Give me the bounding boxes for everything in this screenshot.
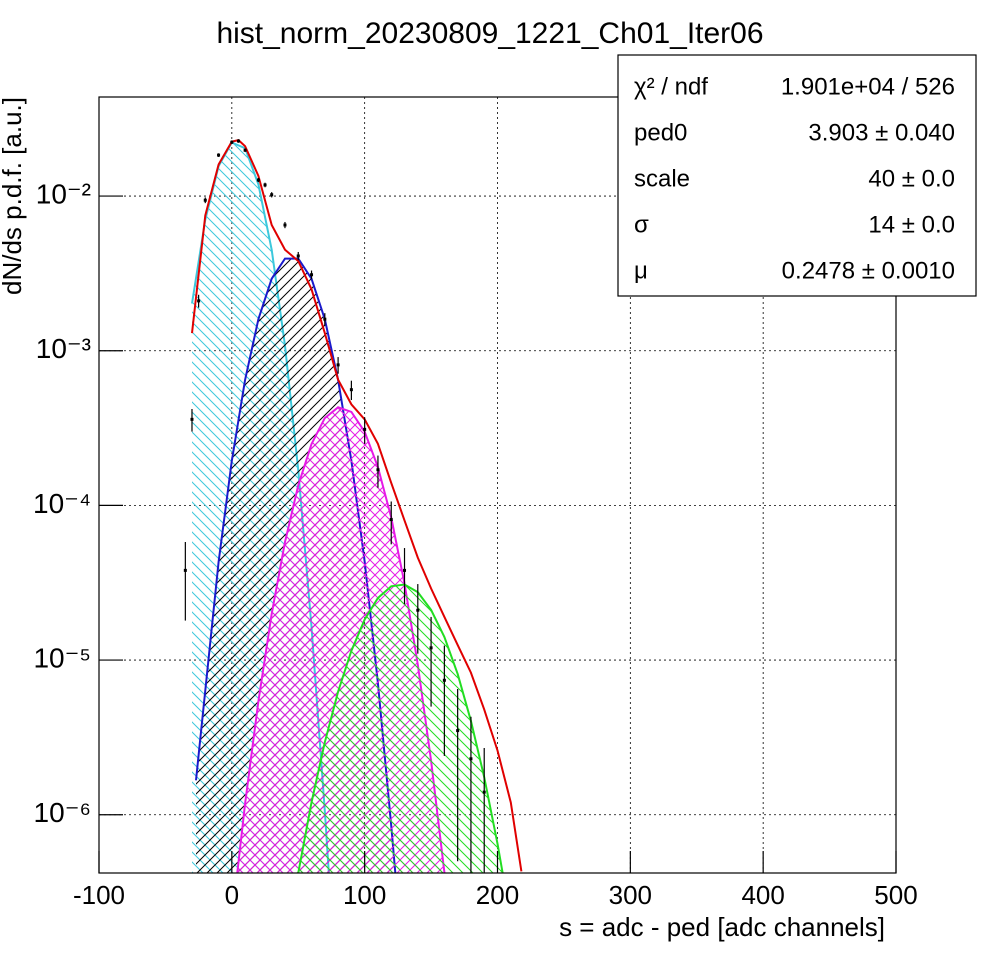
- data-point: [442, 678, 446, 682]
- stats-label: ped0: [634, 119, 687, 146]
- stats-value: 1.901e+04 / 526: [781, 73, 955, 100]
- chart-title: hist_norm_20230809_1221_Ch01_Iter06: [216, 17, 763, 50]
- data-point: [230, 140, 234, 144]
- data-point: [283, 223, 287, 227]
- stats-label: μ: [634, 257, 648, 284]
- data-point: [336, 363, 340, 367]
- total-fit-line: [191, 139, 523, 872]
- data-point: [349, 388, 353, 392]
- y-tick-label: 10⁻⁴: [33, 488, 91, 519]
- data-point: [403, 568, 407, 572]
- y-tick-label: 10⁻⁶: [34, 797, 91, 828]
- data-point: [217, 153, 221, 157]
- data-point: [190, 417, 194, 421]
- component-area: [298, 584, 503, 873]
- stats-value: 0.2478 ± 0.0010: [782, 257, 955, 284]
- data-point: [416, 608, 420, 612]
- y-tick-label: 10⁻⁵: [33, 642, 91, 673]
- data-point: [296, 254, 300, 258]
- stats: χ² / ndf 1.901e+04 / 526 ped0 3.903 ± 0.040…: [634, 73, 955, 284]
- data-point: [456, 729, 460, 733]
- stats-value: 40 ± 0.0: [868, 165, 955, 192]
- data-point: [469, 757, 473, 761]
- data-point: [256, 178, 260, 182]
- data-point: [236, 139, 240, 143]
- stats-value: 14 ± 0.0: [868, 211, 955, 238]
- x-tick-label: 0: [225, 880, 239, 910]
- plot-area: [183, 139, 523, 873]
- component-line: [297, 583, 504, 873]
- data-point: [203, 198, 207, 202]
- data-point: [183, 568, 187, 572]
- x-tick-label: -100: [73, 880, 125, 910]
- x-tick-label: 400: [741, 880, 784, 910]
- stats-label: χ² / ndf: [634, 73, 708, 100]
- data-point: [363, 427, 367, 431]
- data-point: [376, 468, 380, 472]
- x-tick-label: 300: [609, 880, 652, 910]
- data-point: [429, 646, 433, 650]
- data-point: [197, 299, 201, 303]
- axes: -100 0 100 200 300 400 500 10⁻⁶ 10⁻⁵ 10⁻⁴ 10⁻³ 10⁻²: [33, 178, 918, 909]
- y-tick-label: 10⁻³: [36, 333, 91, 364]
- data-point: [243, 148, 247, 152]
- y-axis-label: dN/ds p.d.f. [a.u.]: [0, 97, 27, 295]
- y-tick-label: 10⁻²: [36, 178, 91, 209]
- data-point: [310, 273, 314, 277]
- stats-label: scale: [634, 165, 690, 192]
- stats-value: 3.903 ± 0.040: [808, 119, 955, 146]
- data-point: [270, 193, 274, 197]
- data-point: [482, 790, 486, 794]
- data-point: [389, 518, 393, 522]
- x-tick-label: 500: [874, 880, 917, 910]
- data-point: [263, 183, 267, 187]
- x-tick-label: 200: [476, 880, 519, 910]
- stats-box: [617, 54, 977, 297]
- x-axis-label: s = adc - ped [adc channels]: [559, 912, 885, 942]
- x-tick-label: 100: [343, 880, 386, 910]
- stats-label: σ: [634, 211, 649, 238]
- data-point: [323, 317, 327, 321]
